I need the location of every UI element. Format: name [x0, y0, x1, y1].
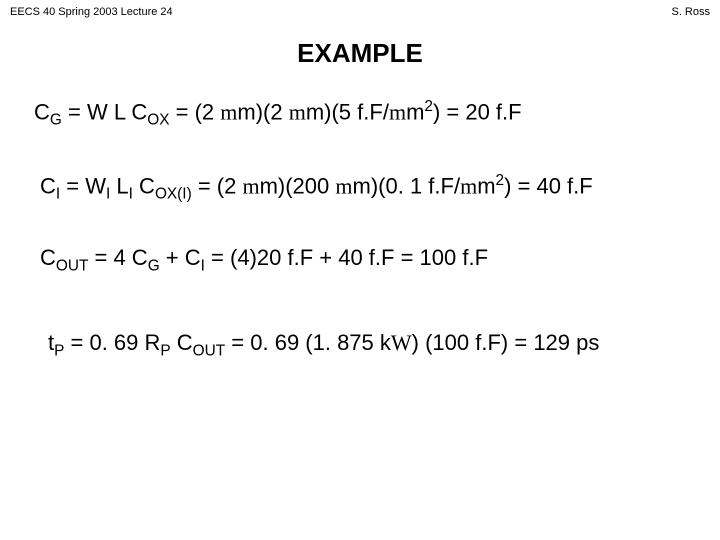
equation-cout: COUT = 4 CG + CI = (4)20 f.F + 40 f.F = … — [30, 244, 690, 276]
slide-header: EECS 40 Spring 2003 Lecture 24 S. Ross — [0, 0, 720, 18]
header-right: S. Ross — [671, 6, 710, 18]
slide-content: CG = W L COX = (2 mm)(2 mm)(5 f.F/mm2) =… — [0, 97, 720, 361]
equation-ci: CI = WI LI COX(I) = (2 mm)(200 mm)(0. 1 … — [30, 171, 690, 205]
header-left: EECS 40 Spring 2003 Lecture 24 — [10, 6, 173, 18]
equation-tp: tP = 0. 69 RP COUT = 0. 69 (1. 875 kW) (… — [30, 329, 690, 361]
equation-cg: CG = W L COX = (2 mm)(2 mm)(5 f.F/mm2) =… — [30, 97, 690, 131]
slide-title: EXAMPLE — [0, 38, 720, 69]
